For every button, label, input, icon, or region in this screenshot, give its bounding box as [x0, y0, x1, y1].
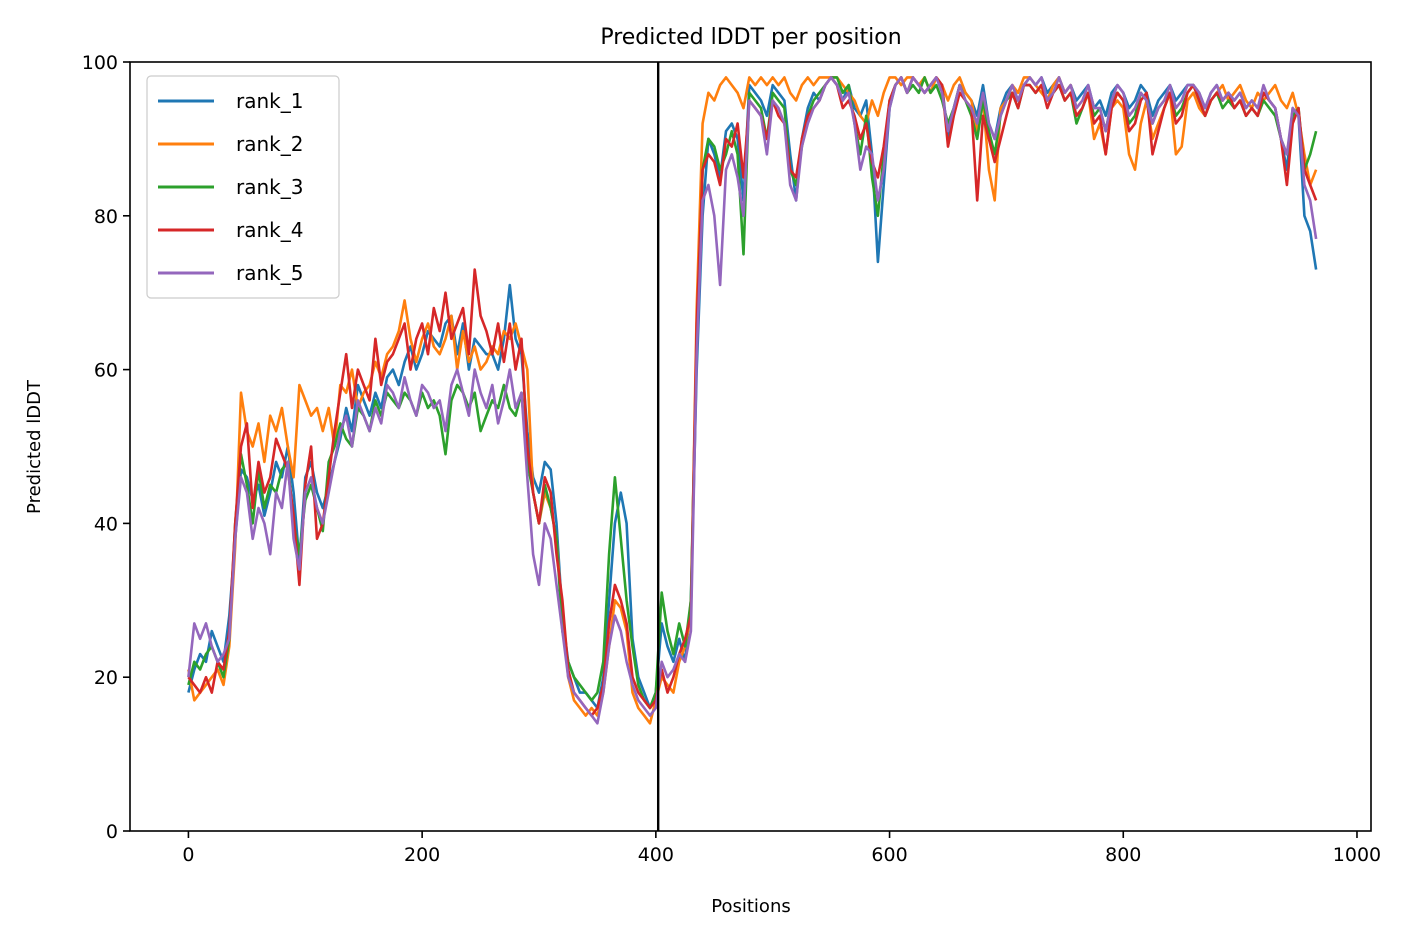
x-tick-label: 400 [638, 844, 674, 866]
legend-item-rank-5: rank_5 [158, 261, 303, 285]
legend-frame [146, 75, 340, 299]
plot-frame [129, 61, 1372, 832]
legend: rank_1 rank_2 rank_3 rank_4 rank_5 [146, 75, 340, 299]
y-tick-label: 60 [94, 360, 118, 382]
series-line-rank-5 [187, 76, 1318, 725]
series-layer [187, 76, 1318, 725]
legend-label: rank_4 [236, 218, 303, 242]
y-tick-label: 0 [106, 821, 118, 843]
legend-item-rank-4: rank_4 [158, 218, 303, 242]
x-tick-label: 200 [404, 844, 440, 866]
series-line-rank-2 [187, 76, 1318, 725]
x-tick-label: 0 [182, 844, 194, 866]
y-tick-label: 100 [82, 52, 118, 74]
chart-title: Predicted lDDT per position [600, 25, 901, 50]
x-tick-label: 1000 [1333, 844, 1381, 866]
legend-label: rank_1 [236, 89, 303, 113]
y-tick-label: 80 [94, 206, 118, 228]
axes-layer: 0 200 400 600 800 1000 0 20 40 60 80 100 [82, 52, 1381, 866]
y-tick-label: 20 [94, 667, 118, 689]
x-tick-label: 600 [871, 844, 907, 866]
legend-label: rank_5 [236, 261, 303, 285]
legend-item-rank-3: rank_3 [158, 175, 303, 199]
legend-item-rank-1: rank_1 [158, 89, 303, 113]
x-tick-label: 800 [1105, 844, 1141, 866]
x-axis-label: Positions [711, 896, 790, 917]
legend-item-rank-2: rank_2 [158, 132, 303, 156]
series-line-rank-1 [187, 76, 1318, 710]
y-axis-label: Predicted lDDT [24, 379, 45, 514]
y-tick-label: 40 [94, 513, 118, 535]
legend-label: rank_3 [236, 175, 303, 199]
legend-label: rank_2 [236, 132, 303, 156]
